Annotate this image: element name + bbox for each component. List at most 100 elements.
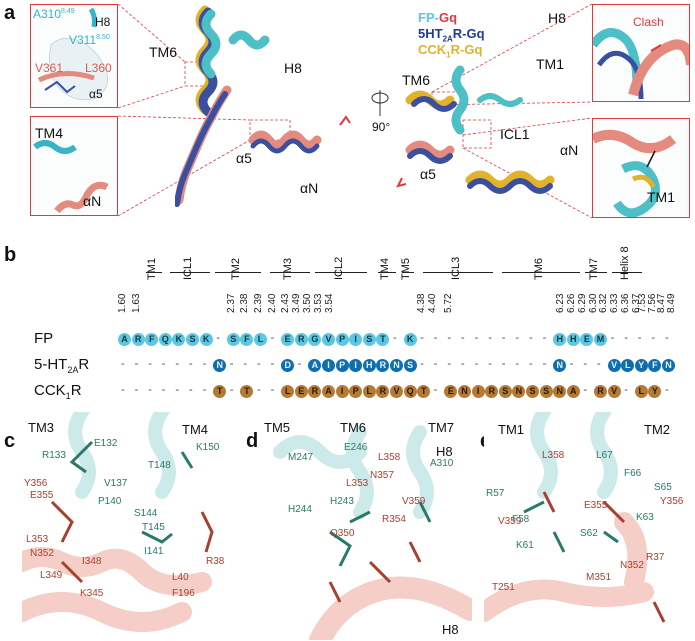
gap-dash: - (270, 358, 275, 370)
gap-dash: - (610, 332, 615, 344)
gap-dash: - (175, 384, 180, 396)
segment-bar (215, 272, 261, 273)
row-label: FP (34, 330, 54, 347)
gap-dash: - (529, 358, 533, 370)
segment-bar (585, 272, 607, 273)
bw-position-label: 3.54 (323, 293, 335, 313)
gap-dash: - (501, 332, 506, 344)
gap-dash: - (121, 358, 125, 370)
residue-circle: I (349, 333, 363, 346)
residue-circle: R (594, 385, 607, 398)
bw-position-label: 6.23 (554, 293, 566, 313)
residue-circle: Y (648, 385, 662, 398)
bw-position-label: 3.50 (301, 293, 313, 313)
gap-dash: - (420, 358, 424, 370)
panel-e-structure (484, 412, 666, 623)
segment-bar (402, 272, 414, 273)
gap-dash: - (161, 384, 166, 396)
residue-label: V137 (104, 478, 128, 489)
label-h8-inset: H8 (95, 15, 111, 29)
segment-label: ICL2 (333, 256, 345, 280)
left-structure-image (175, 5, 351, 207)
residue-circle: M (594, 333, 607, 346)
residue-circle: Q (158, 333, 172, 346)
gap-dash: - (461, 332, 465, 344)
gap-dash: - (515, 332, 520, 344)
gap-dash: - (624, 332, 628, 344)
gap-dash: - (148, 358, 152, 370)
residue-label: N357 (370, 470, 394, 481)
segment-label: TM7 (588, 258, 600, 280)
panel-a-letter: a (4, 2, 16, 24)
residue-circle: F (145, 333, 159, 346)
residue-circle: S (498, 385, 512, 398)
bw-position-label: 6.30 (587, 293, 599, 313)
residue-circle: I (335, 385, 349, 398)
residue-circle: N (512, 385, 526, 398)
label-tm1-right: TM1 (536, 56, 564, 72)
residue-label: H244 (288, 504, 312, 515)
legend-cck1: CCK1R-Gq (418, 42, 483, 60)
right-structure-image (396, 65, 555, 194)
gap-dash: - (501, 358, 506, 370)
residue-circle: L (254, 333, 267, 346)
bw-position-label: 6.32 (598, 293, 610, 313)
residue-label: E132 (94, 438, 118, 449)
residue-label: R354 (382, 514, 406, 525)
gap-dash: - (433, 332, 438, 344)
residue-circle: S (362, 333, 376, 346)
residue-circle: T (376, 333, 390, 346)
label-clash: Clash (633, 15, 664, 29)
gap-dash: - (229, 358, 234, 370)
residue-label: S65 (654, 482, 672, 493)
residue-label: R133 (42, 450, 66, 461)
residue-label: R38 (206, 556, 225, 567)
segment-bar (170, 272, 210, 273)
bw-position-label: 3.53 (312, 293, 324, 313)
row-label: 5-HT2AR (34, 356, 90, 375)
residue-circle: R (294, 333, 308, 346)
label-alphaN-inset: αN (83, 193, 102, 209)
label-icl1-right: ICL1 (500, 126, 530, 142)
segment-bar (146, 272, 162, 273)
residue-circle: N (458, 385, 471, 398)
panel-b: b TM1 ICL1 TM2 TM3 ICL2 TM4 TM5 ICL3 TM6 TM7 Helix… (0, 244, 695, 316)
residue-circle: V (607, 359, 621, 372)
bw-position-label: 2.43 (280, 293, 292, 313)
segment-bar (612, 272, 642, 273)
bw-position-label: 6.26 (565, 293, 577, 313)
residue-circle: L (362, 385, 376, 398)
gap-dash: - (529, 332, 533, 344)
residue-circle: T (213, 385, 227, 398)
gap-dash: - (515, 358, 520, 370)
residue-circle: Q (403, 385, 417, 398)
rotation-arrow-icon (371, 90, 389, 116)
label-alpha5-left: α5 (236, 150, 252, 166)
residue-label: S144 (134, 508, 158, 519)
residue-label: L349 (40, 570, 63, 581)
residue-circle: V (322, 333, 335, 346)
label-h8-right: H8 (548, 10, 566, 26)
label-helix-tm3: TM3 (28, 420, 54, 435)
residue-circle: A (308, 359, 322, 372)
residue-label: F66 (624, 468, 642, 479)
residue-label: L40 (172, 572, 189, 583)
gap-dash: - (651, 332, 656, 344)
residue-label: S62 (580, 528, 598, 539)
panel-d-structure (273, 425, 472, 640)
residue-label: A310 (430, 458, 454, 469)
segment-bar (423, 272, 493, 273)
residue-label: K63 (636, 512, 654, 523)
residue-circle: R (376, 385, 390, 398)
panel-b-letter: b (4, 244, 17, 266)
residue-label: T148 (148, 460, 171, 471)
bw-position-label: 4.40 (427, 293, 439, 313)
residue-circle: R (131, 333, 145, 346)
residue-label: N352 (30, 548, 54, 559)
inset-top-left-density (37, 7, 109, 101)
residue-circle: F (648, 359, 662, 372)
label-helix-tm5: TM5 (264, 420, 290, 435)
residue-circle: T (240, 385, 254, 398)
residue-circle: A (322, 385, 335, 398)
residue-circle: G (308, 333, 322, 346)
